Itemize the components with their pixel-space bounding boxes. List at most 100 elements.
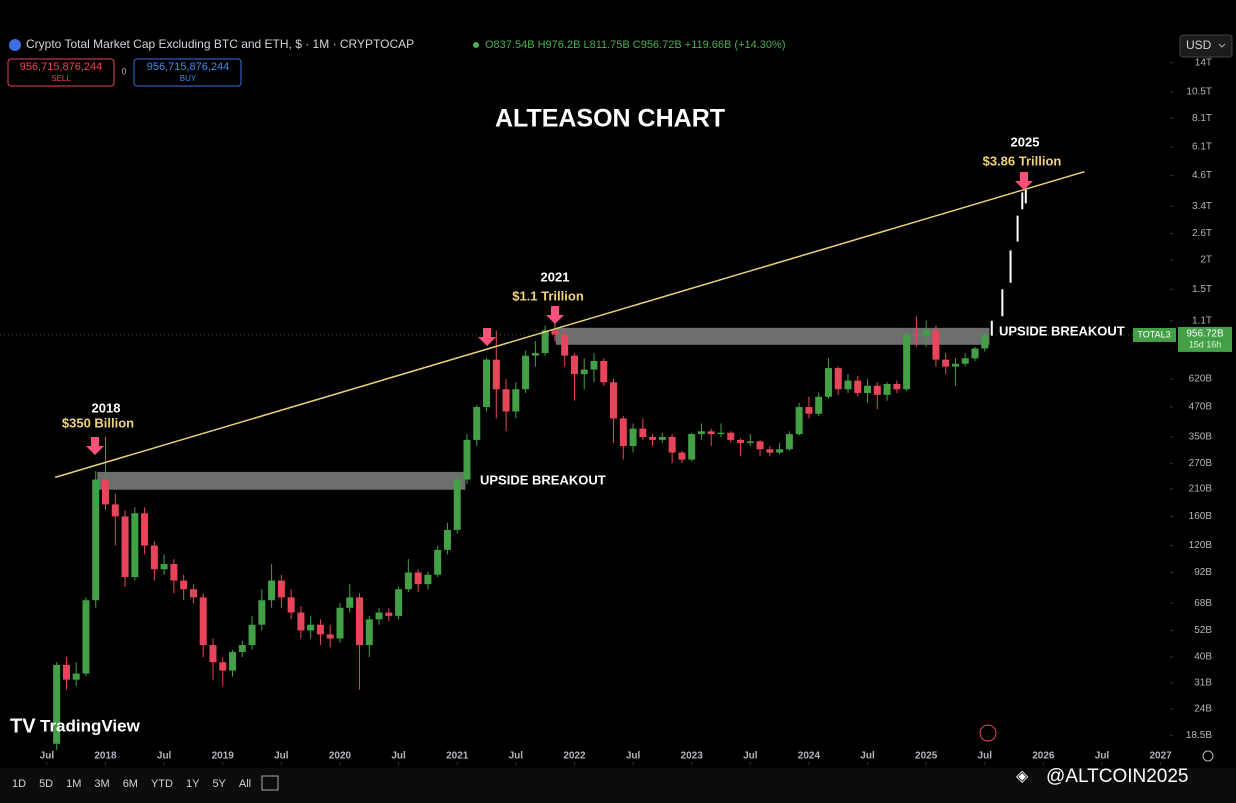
y-tick-label: 1.1T [1192,315,1212,326]
candle-body [600,360,608,383]
candle-body [951,363,959,367]
candle-body [717,432,725,435]
annotation-year: 2018 [92,400,121,415]
buy-button[interactable] [133,58,242,87]
timeframe-button[interactable]: YTD [151,778,173,790]
currency-dropdown[interactable] [1179,34,1233,58]
candle-body [385,612,393,616]
timeframe-button[interactable]: 3M [94,778,109,790]
candle-body [62,664,70,680]
settings-icon[interactable] [1202,750,1214,762]
ohlc-values: O837.54B H976.2B L811.75B C956.72B +119.… [485,39,785,51]
candle-body [463,439,471,480]
candle-body [53,664,61,744]
symbol-tag [1133,327,1176,342]
y-tick-label: 52B [1194,625,1212,636]
candle-body [395,589,403,616]
x-tick-label: Jul [860,751,875,762]
candle-body [346,597,354,608]
y-tick-label: 350B [1189,432,1213,443]
x-tick-label: 2024 [798,751,821,762]
candle-body [375,612,383,620]
candle-body [629,428,637,447]
y-tick-label: 120B [1189,540,1213,551]
timeframe-button[interactable]: 1M [66,778,81,790]
candle-body [785,434,793,450]
sell-label[interactable]: SELL [51,74,71,83]
y-tick-label: 10.5T [1186,87,1212,98]
candle-body [971,348,979,359]
buy-label[interactable]: BUY [180,74,197,83]
timeframe-button[interactable]: All [239,778,251,790]
dropdown-caret [1218,43,1226,48]
candle-body [434,549,442,575]
y-tick-label: 92B [1194,567,1212,578]
candle-body [473,407,481,440]
alert-icon[interactable] [979,724,997,742]
x-tick-label: 2022 [563,751,586,762]
candle-body [443,529,451,550]
y-tick-label: 6.1T [1192,142,1212,153]
candle-body [873,385,881,395]
annotation-value: $3.86 Trillion [983,153,1062,168]
candle-body [141,513,149,546]
candle-body [531,353,539,356]
timeframe-button[interactable]: 6M [123,778,138,790]
candle-body [932,330,940,360]
y-tick-label: 3.4T [1192,201,1212,212]
spread: 0 [121,66,126,76]
candle-body [483,359,491,408]
logo-mark: TV [10,715,36,737]
candle-body [903,334,911,390]
candle-body [414,572,422,585]
x-tick-label: 2020 [329,751,352,762]
y-tick-label: 14T [1195,57,1212,68]
status-dot [473,42,479,48]
candle-body [522,355,530,390]
candle-body [92,479,100,601]
timeframe-button[interactable]: 1D [12,778,26,790]
annotation-value: $350 Billion [62,415,134,430]
currency[interactable]: USD [1186,38,1212,52]
symbol-tag-label: TOTAL3 [1137,329,1170,339]
y-tick-label: 1.5T [1192,284,1212,295]
candle-body [229,652,237,671]
x-tick-label: 2023 [681,751,704,762]
resistance-zone [555,327,990,345]
sell-price[interactable]: 956,715,876,244 [20,61,103,73]
timeframe-button[interactable]: 1Y [186,778,200,790]
candle-body [502,389,510,412]
candle-body [697,431,705,435]
candle-body [834,368,842,390]
timeframe-button[interactable]: 5D [39,778,53,790]
sell-button[interactable] [7,58,115,87]
y-tick-label: 31B [1194,678,1212,689]
candle-body [453,479,461,530]
x-tick-label: 2027 [1149,751,1172,762]
candle-body [619,418,627,447]
toolbar [0,768,1236,803]
x-tick-label: 2018 [94,751,117,762]
candle-body [365,619,373,646]
x-tick-label: 2019 [212,751,235,762]
arrow [478,328,496,346]
timeframe-button[interactable]: 5Y [212,778,226,790]
arrow [546,306,564,324]
candle-body [883,383,891,395]
annotation-year: 2021 [541,269,570,284]
candle-body [189,589,197,598]
y-tick-label: 620B [1189,374,1213,385]
y-tick-label: 18.5B [1186,730,1212,741]
date-range-icon[interactable] [261,775,279,791]
buy-price[interactable]: 956,715,876,244 [147,61,230,73]
candle-body [795,407,803,435]
candle-body [492,359,500,390]
candle-body [864,385,872,393]
candle-body [316,624,324,635]
candle-body [922,330,930,336]
resistance-zone [97,471,466,490]
candle-body [688,434,696,460]
candle-body [854,380,862,393]
candle-body [160,564,168,570]
candle-body [199,597,207,646]
